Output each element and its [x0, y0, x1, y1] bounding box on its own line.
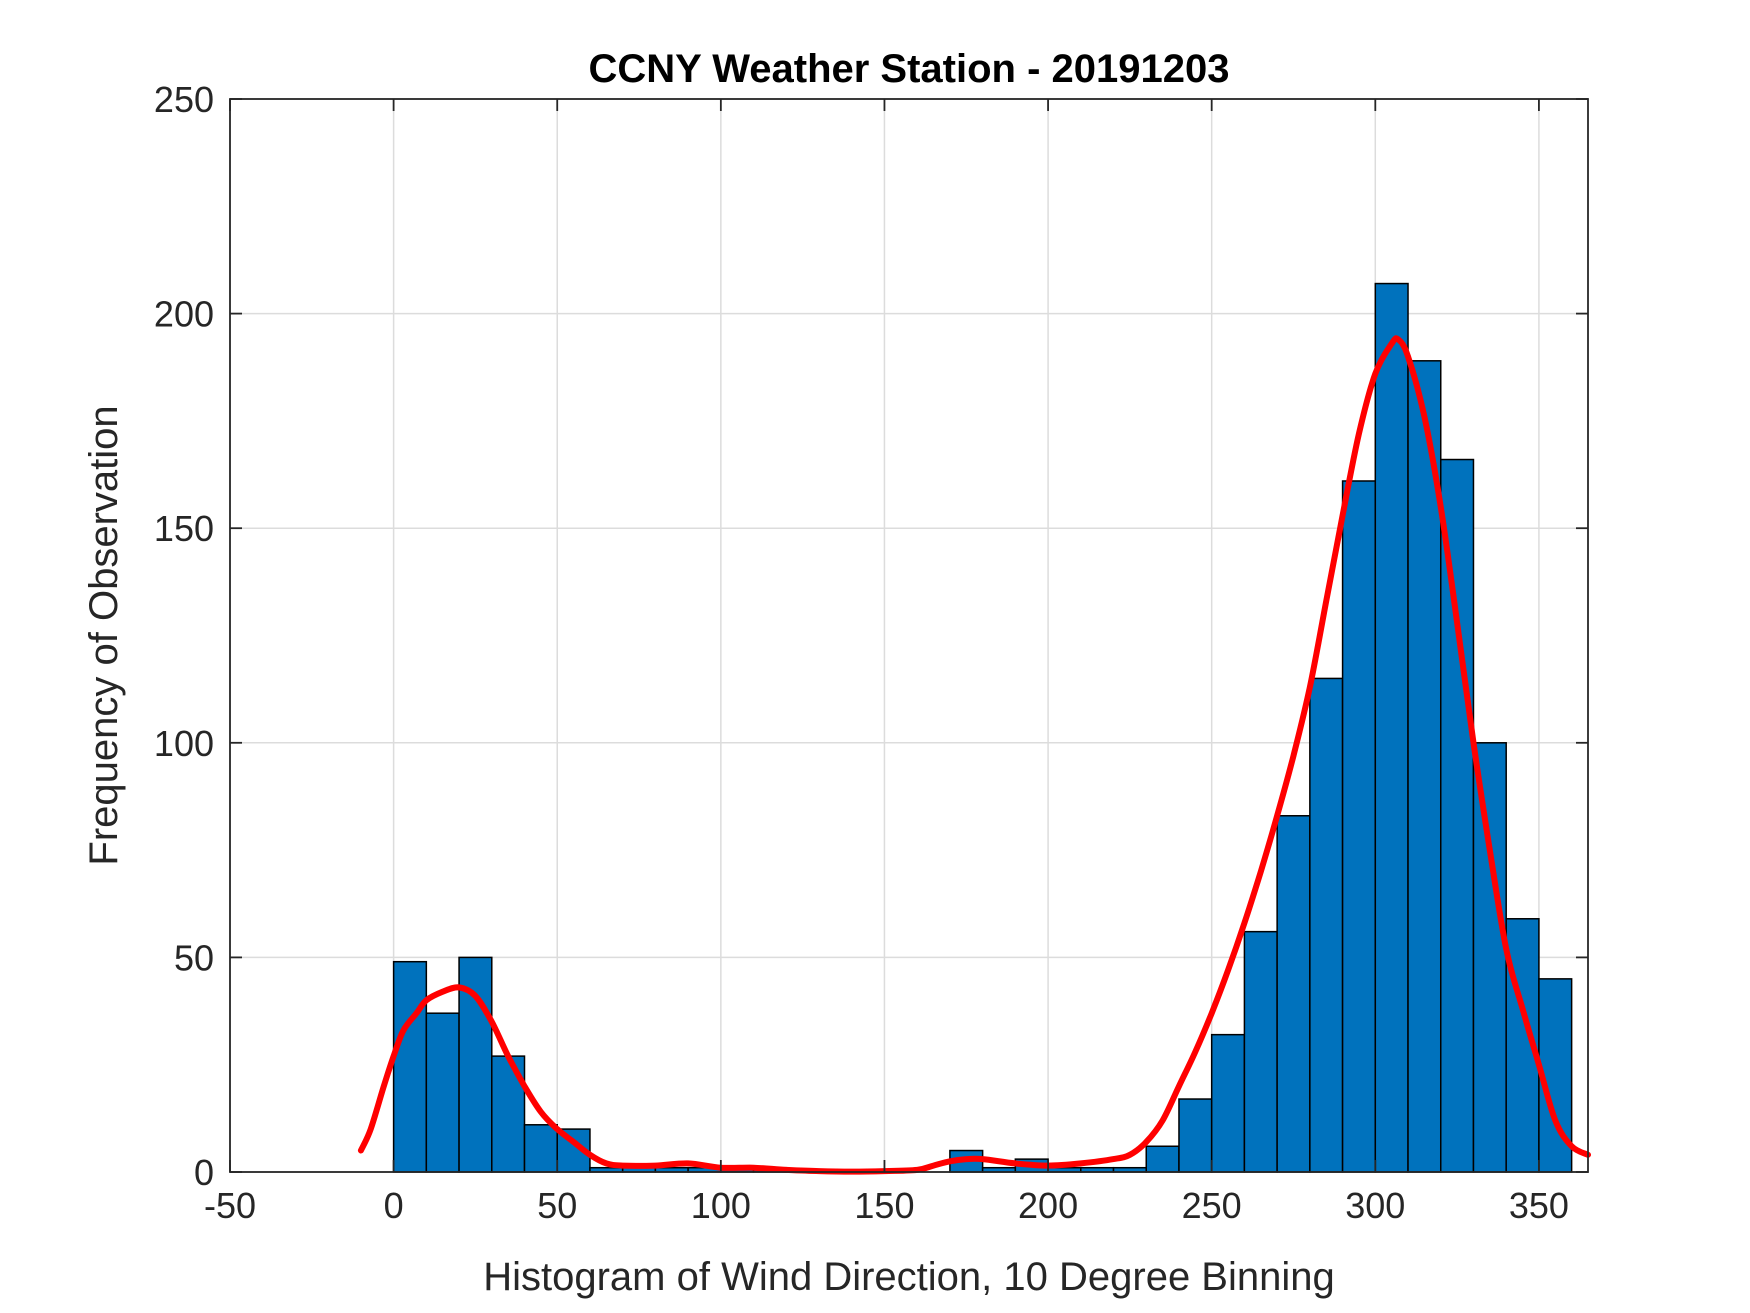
histogram-bars: [392, 282, 1573, 1173]
x-tick-label: 350: [1509, 1185, 1569, 1226]
x-tick-label: 150: [854, 1185, 914, 1226]
x-tick-label: 50: [537, 1185, 577, 1226]
y-tick-label: 250: [154, 79, 214, 120]
histogram-bar: [1309, 677, 1344, 1173]
y-tick-label: 50: [174, 937, 214, 978]
x-axis-label: Histogram of Wind Direction, 10 Degree B…: [483, 1255, 1335, 1299]
fit-curve: [357, 335, 1591, 1175]
y-axis-label: Frequency of Observation: [82, 405, 126, 865]
histogram-bar: [1276, 815, 1311, 1173]
x-tick-label: 0: [384, 1185, 404, 1226]
histogram-bar: [1210, 1033, 1246, 1173]
histogram-bar: [1145, 1145, 1180, 1173]
histogram-bar: [425, 1012, 460, 1173]
fit-line: [357, 335, 1591, 1175]
x-tick-label: 300: [1345, 1185, 1405, 1226]
x-tick-label: -50: [204, 1185, 256, 1226]
y-tick-label: 0: [194, 1152, 214, 1193]
x-tick-label: 200: [1018, 1185, 1078, 1226]
axes: [229, 98, 1589, 1173]
histogram-bar: [523, 1124, 558, 1173]
histogram-bar: [1243, 930, 1278, 1173]
x-tick-label: 100: [691, 1185, 751, 1226]
histogram-bar: [1439, 458, 1475, 1173]
histogram-bar: [1472, 742, 1507, 1173]
chart-title: CCNY Weather Station - 20191203: [589, 47, 1230, 91]
y-tick-label: 200: [154, 294, 214, 335]
histogram-bar: [392, 960, 428, 1173]
histogram-bar: [1341, 480, 1377, 1173]
y-tick-label: 100: [154, 723, 214, 764]
histogram-bar: [1374, 282, 1409, 1173]
y-tick-label: 150: [154, 508, 214, 549]
axes-box: [229, 98, 1589, 1173]
histogram-bar: [1178, 1098, 1213, 1173]
x-tick-label: 250: [1182, 1185, 1242, 1226]
